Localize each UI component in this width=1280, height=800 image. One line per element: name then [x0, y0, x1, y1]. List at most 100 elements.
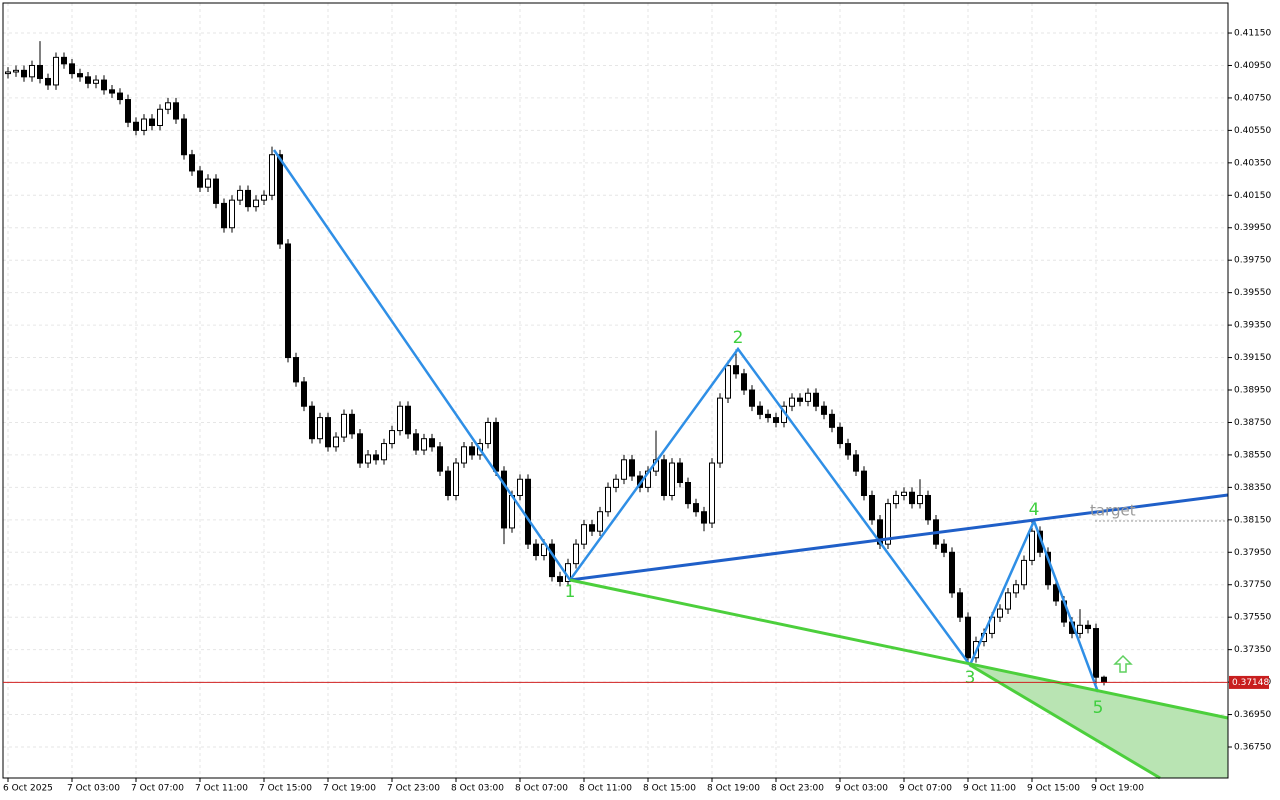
candle-body: [429, 438, 435, 448]
candle-body: [269, 154, 275, 196]
candle-body: [149, 118, 155, 127]
y-tick-label: 0.40550: [1234, 126, 1271, 136]
candle-body: [517, 478, 523, 496]
candle-body: [437, 446, 443, 472]
x-tick-label: 9 Oct 15:00: [1027, 784, 1080, 794]
candle-body: [501, 470, 507, 529]
y-tick-label: 0.40950: [1234, 61, 1271, 71]
candle-body: [861, 470, 867, 496]
candle-body: [261, 194, 267, 201]
candle-body: [53, 56, 59, 86]
y-tick-label: 0.37950: [1234, 548, 1271, 558]
candles: [5, 41, 1107, 691]
candle-body: [669, 462, 675, 496]
y-tick-label: 0.36750: [1234, 743, 1271, 753]
candle-body: [45, 77, 51, 86]
candle-body: [957, 592, 963, 618]
candle-body: [133, 121, 139, 131]
candle-body: [461, 446, 467, 464]
candle-body: [1101, 676, 1107, 683]
candle-body: [749, 389, 755, 407]
y-tick-label: 0.37550: [1234, 613, 1271, 623]
candle-body: [725, 365, 731, 399]
candle-body: [245, 189, 251, 208]
y-tick-label: 0.39950: [1234, 223, 1271, 233]
x-tick-label: 9 Oct 11:00: [963, 784, 1016, 794]
candle-body: [61, 56, 67, 65]
candle-body: [237, 189, 243, 201]
candle-body: [837, 426, 843, 445]
candle-body: [621, 459, 627, 480]
candle-body: [845, 443, 851, 456]
candle-body: [1005, 592, 1011, 610]
candle-body: [13, 69, 19, 73]
wave-label: 3: [965, 668, 976, 688]
candle-body: [181, 118, 187, 156]
candle-body: [789, 397, 795, 407]
candle-body: [397, 405, 403, 432]
candle-body: [525, 478, 531, 545]
candle-body: [589, 524, 595, 532]
wave-label: 1: [565, 582, 576, 602]
candle-body: [77, 73, 83, 78]
x-tick-label: 7 Oct 23:00: [387, 784, 440, 794]
candle-body: [797, 397, 803, 402]
y-tick-label: 0.41150: [1234, 29, 1271, 39]
x-tick-label: 9 Oct 03:00: [835, 784, 888, 794]
candle-body: [741, 373, 747, 391]
candle-body: [357, 433, 363, 464]
candle-body: [253, 199, 259, 208]
candle-body: [293, 357, 299, 383]
candle-body: [1053, 584, 1059, 602]
x-tick-label: 8 Oct 11:00: [579, 784, 632, 794]
x-tick-label: 7 Oct 03:00: [67, 784, 120, 794]
y-tick-label: 0.39150: [1234, 353, 1271, 363]
candle-body: [853, 454, 859, 472]
candle-body: [21, 69, 27, 78]
candle-body: [317, 417, 323, 440]
trend-line-lower: [569, 578, 1229, 720]
candle-body: [1029, 530, 1035, 561]
candle-body: [173, 102, 179, 120]
x-tick-label: 7 Oct 19:00: [323, 784, 376, 794]
y-tick-label: 0.38150: [1234, 515, 1271, 525]
candle-body: [101, 79, 107, 91]
candle-body: [1093, 628, 1099, 678]
candle-body: [893, 494, 899, 505]
candle-body: [709, 462, 715, 524]
candle-body: [821, 405, 827, 415]
x-tick-label: 8 Oct 15:00: [643, 784, 696, 794]
y-tick-label: 0.36950: [1234, 710, 1271, 720]
candle-body: [733, 365, 739, 375]
candle-body: [349, 413, 355, 435]
wave-label: 4: [1029, 500, 1040, 520]
candle-body: [693, 503, 699, 513]
projection-line: [969, 663, 1161, 780]
x-tick-label: 9 Oct 07:00: [899, 784, 952, 794]
candle-body: [701, 511, 707, 524]
candle-body: [85, 76, 91, 84]
y-tick-label: 0.40350: [1234, 158, 1271, 168]
y-tick-label: 0.39550: [1234, 288, 1271, 298]
candle-body: [1021, 559, 1027, 586]
candle-body: [389, 430, 395, 445]
y-tick-label: 0.37750: [1234, 580, 1271, 590]
candle-body: [925, 494, 931, 521]
candle-body: [485, 421, 491, 445]
candle-body: [445, 470, 451, 496]
candle-body: [37, 64, 43, 79]
y-tick-label: 0.38550: [1234, 450, 1271, 460]
y-tick-label: 0.39750: [1234, 256, 1271, 266]
candle-body: [533, 543, 539, 557]
y-tick-label: 0.37350: [1234, 645, 1271, 655]
y-tick-label: 0.39350: [1234, 321, 1271, 331]
wave-label: 2: [733, 328, 744, 348]
candle-body: [917, 494, 923, 505]
candle-body: [453, 462, 459, 496]
candle-body: [301, 381, 307, 407]
candle-body: [69, 63, 75, 75]
candle-body: [421, 438, 427, 451]
x-tick-label: 9 Oct 19:00: [1091, 784, 1144, 794]
candle-body: [757, 405, 763, 415]
x-tick-label: 7 Oct 15:00: [259, 784, 312, 794]
